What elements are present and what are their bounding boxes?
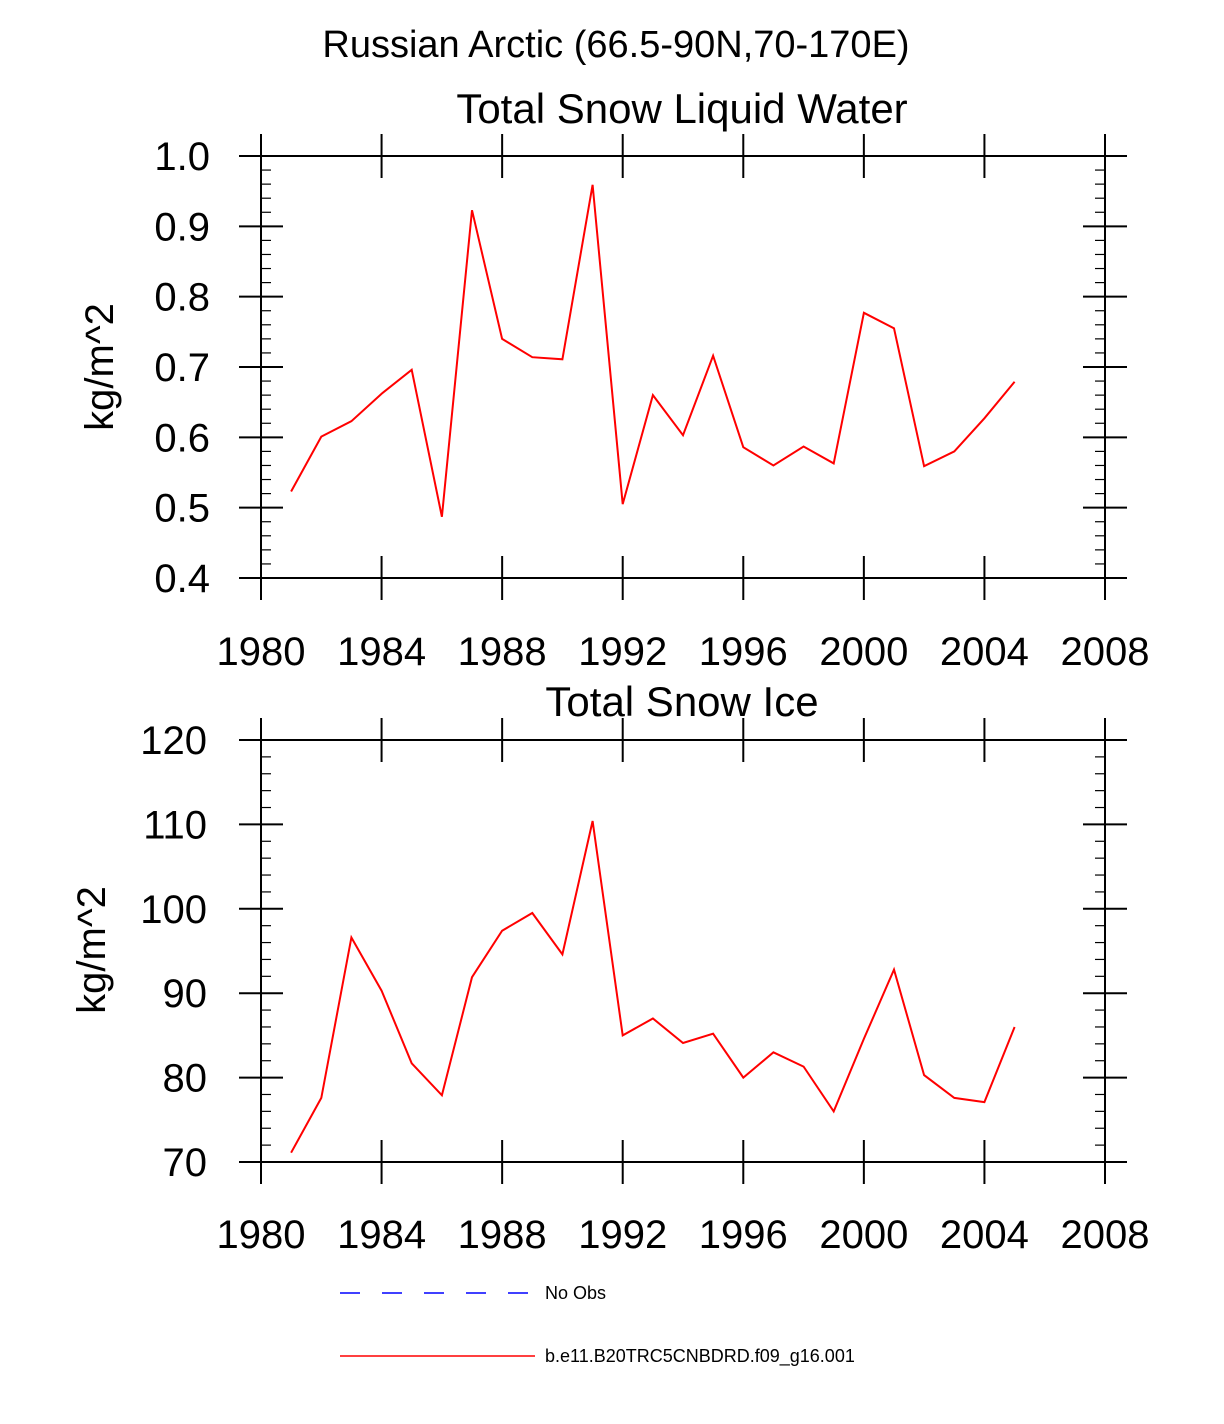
x-tick-label: 1980 [217,630,306,674]
y-tick-label: 1.0 [154,135,210,179]
x-tick-label: 1988 [458,630,547,674]
panel-snow-ice: Total Snow Ice kg/m^2 70 80 90 100 110 120 198… [70,678,1149,1257]
x-tick-label: 2008 [1061,630,1150,674]
x-tick-label: 1996 [699,630,788,674]
y-tick-label: 110 [143,803,207,847]
series-line [290,820,1016,1154]
series-line [290,184,1016,518]
y-tick-label: 0.8 [154,276,210,320]
legend: No Obs b.e11.B20TRC5CNBDRD.f09_g16.001 [340,1283,855,1367]
y-tick-label: 120 [140,719,207,763]
x-tick-label: 1984 [337,1213,426,1257]
x-tick-label: 1984 [337,630,426,674]
y-tick-label: 80 [163,1057,208,1101]
x-tick-label: 2004 [940,1213,1029,1257]
legend-label-no-obs: No Obs [545,1283,606,1303]
y-tick-label: 100 [140,888,207,932]
y-tick-label: 0.9 [154,205,210,249]
y-tick-label: 0.6 [154,416,210,460]
y-tick-label: 0.7 [154,346,210,390]
panel-snow-liquid-water: Total Snow Liquid Water kg/m^2 0.4 0.5 0.6… [78,85,1149,674]
x-tick-label: 2008 [1061,1213,1150,1257]
x-tick-label: 1980 [217,1213,306,1257]
panel-title: Total Snow Liquid Water [456,85,907,132]
x-tick-label: 2000 [819,630,908,674]
y-axis-label: kg/m^2 [78,303,122,431]
y-tick-label: 90 [163,972,208,1016]
y-tick-label: 70 [163,1141,208,1185]
plot-frame [260,155,1106,579]
legend-label-model: b.e11.B20TRC5CNBDRD.f09_g16.001 [545,1346,855,1367]
y-tick-label: 0.5 [154,487,210,531]
x-tick-label: 1992 [578,630,667,674]
figure-title: Russian Arctic (66.5-90N,70-170E) [322,24,909,66]
x-tick-label: 2004 [940,630,1029,674]
x-tick-label: 1996 [699,1213,788,1257]
y-tick-label: 0.4 [154,557,210,601]
x-tick-label: 2000 [819,1213,908,1257]
plot-frame [260,739,1106,1163]
x-tick-label: 1988 [458,1213,547,1257]
x-tick-label: 1992 [578,1213,667,1257]
y-axis-label: kg/m^2 [70,886,114,1014]
panel-title: Total Snow Ice [545,678,818,725]
